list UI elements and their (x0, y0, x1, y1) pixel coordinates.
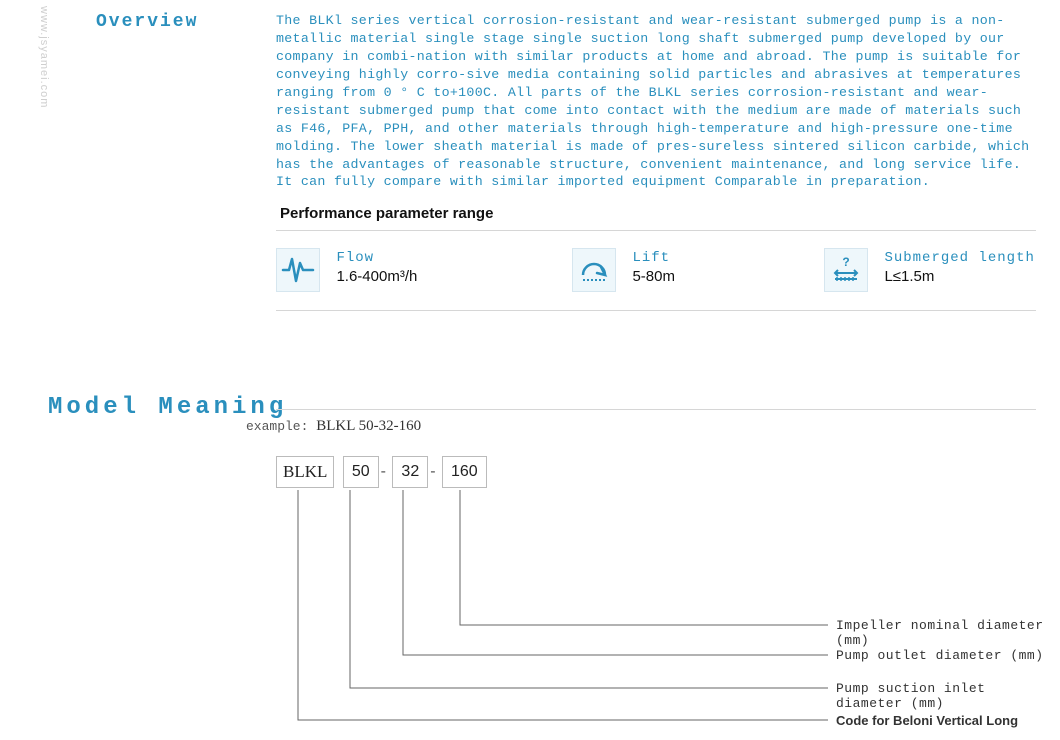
perf-item-submerged: ? Submerged length L≤1.5m (824, 248, 1035, 298)
example-prefix: example: (246, 419, 308, 434)
flow-icon (276, 248, 320, 292)
submerged-icon: ? (824, 248, 868, 292)
perf-item-lift: Lift 5-80m (572, 248, 675, 298)
model-box-32: 32 (392, 456, 428, 488)
model-box-160: 160 (442, 456, 487, 488)
example-code: BLKL 50-32-160 (316, 418, 421, 434)
dash: - (430, 463, 435, 481)
example-line: example: BLKL 50-32-160 (246, 418, 421, 435)
dash: - (381, 463, 386, 481)
desc-impeller: Impeller nominal diameter (mm) (836, 618, 1060, 648)
performance-row: Flow 1.6-400m³/h Lift 5-80m ? (276, 248, 1036, 298)
perf-label: Submerged length (884, 250, 1034, 266)
divider (276, 230, 1036, 231)
desc-code: Code for Beloni Vertical Long (836, 713, 1018, 728)
svg-text:?: ? (842, 255, 849, 269)
perf-label: Lift (632, 250, 675, 266)
perf-value: 5-80m (632, 268, 675, 285)
performance-heading: Performance parameter range (280, 205, 493, 222)
perf-value: L≤1.5m (884, 268, 1034, 285)
overview-title: Overview (96, 12, 198, 32)
perf-item-flow: Flow 1.6-400m³/h (276, 248, 417, 298)
model-box-blkl: BLKL (276, 456, 334, 488)
desc-outlet: Pump outlet diameter (mm) (836, 648, 1044, 663)
watermark: www.jsyamei.com (38, 6, 50, 108)
model-boxes: BLKL 50- 32- 160 (276, 456, 491, 488)
desc-suction: Pump suction inlet diameter (mm) (836, 681, 1060, 711)
divider (276, 409, 1036, 410)
model-box-50: 50 (343, 456, 379, 488)
model-meaning-title: Model Meaning (48, 394, 287, 421)
perf-value: 1.6-400m³/h (336, 268, 417, 285)
divider (276, 310, 1036, 311)
perf-label: Flow (336, 250, 417, 266)
lift-icon (572, 248, 616, 292)
overview-body: The BLKl series vertical corrosion-resis… (276, 12, 1036, 191)
